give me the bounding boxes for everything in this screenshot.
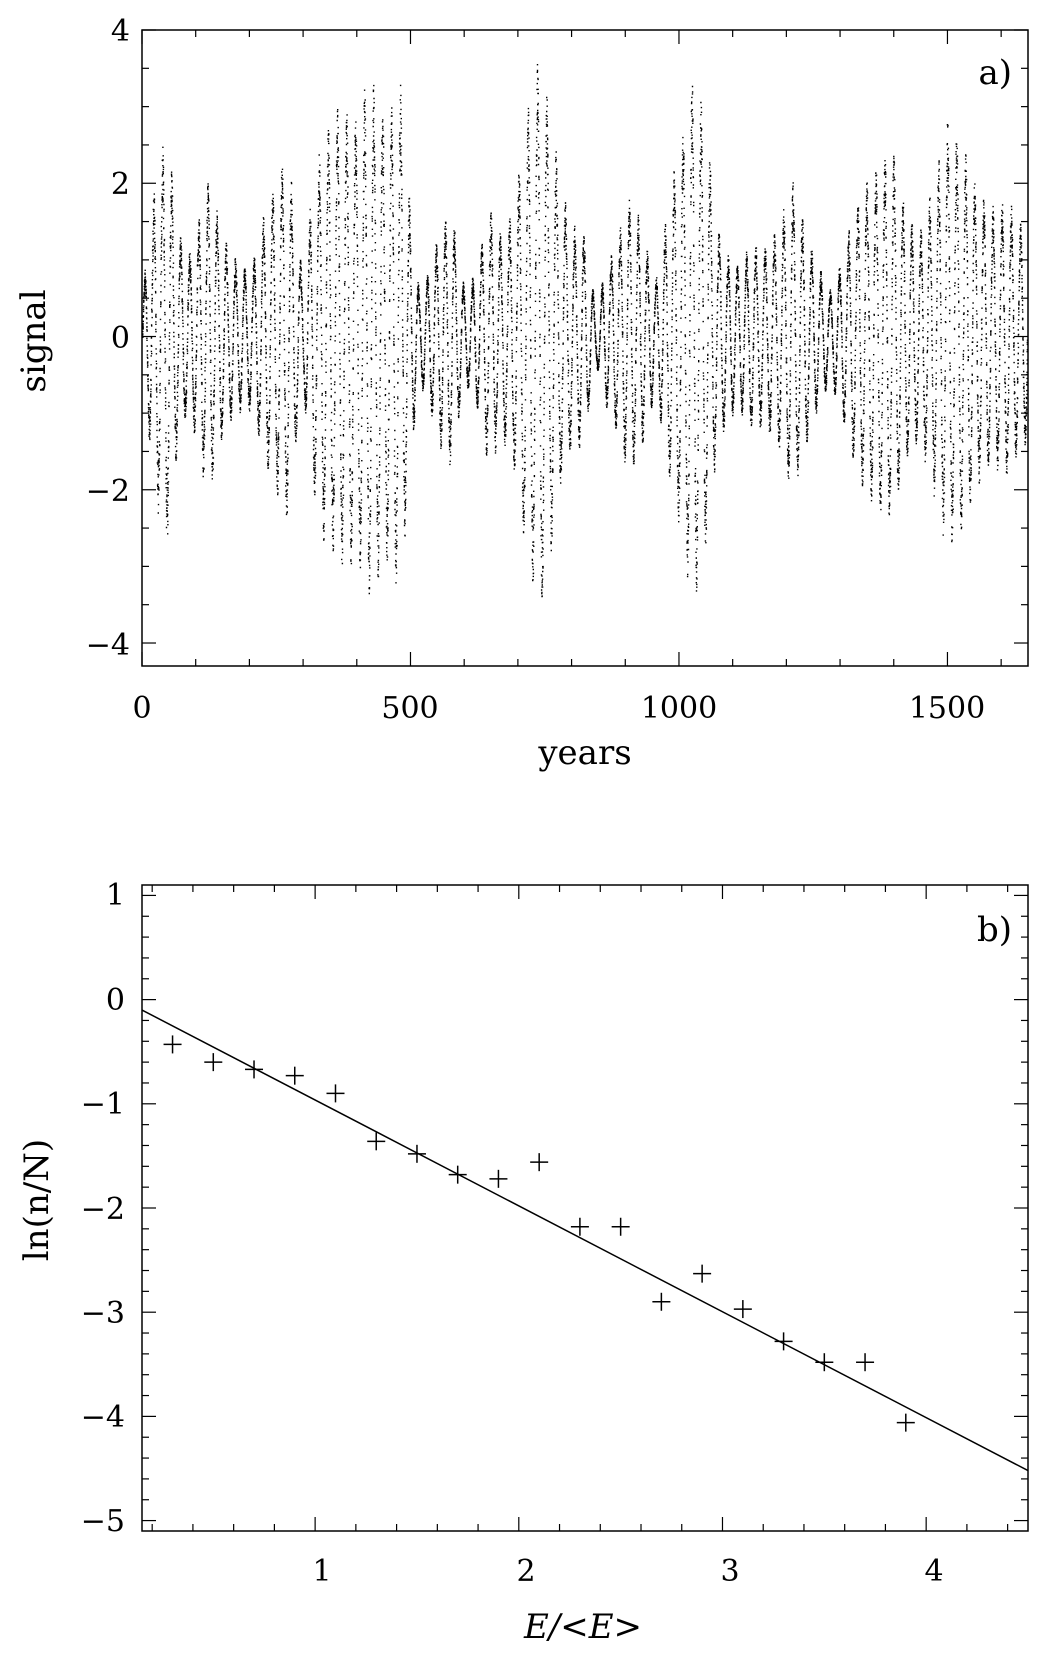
- a-y-tick-label: 0: [111, 321, 130, 356]
- b-x-tick-label: 4: [924, 1554, 943, 1589]
- a-x-tick-label: 1500: [909, 691, 985, 726]
- data-point-cross: [815, 1353, 834, 1372]
- panel-b: 1 0 −1 −2 −3 −4 −5 1 2 3 4 E/<E> ln(n/N)…: [17, 878, 1029, 1647]
- data-point-cross: [285, 1066, 304, 1085]
- b-y-tick-label: 1: [106, 878, 125, 913]
- data-point-cross: [326, 1084, 345, 1103]
- a-y-tick-label: 4: [111, 14, 130, 49]
- b-x-tick-label: 2: [516, 1554, 535, 1589]
- data-point-cross: [245, 1060, 264, 1079]
- a-scatter-points: [142, 64, 1029, 598]
- a-x-tick-label: 0: [132, 691, 151, 726]
- panel-b-frame: [141, 884, 1029, 1532]
- panel-a: 4 2 0 −2 −4 0 500 1000 1500 years signal…: [14, 14, 1029, 773]
- data-point-cross: [407, 1144, 426, 1163]
- b-panel-label: b): [977, 910, 1012, 950]
- fit-line: [141, 1009, 1029, 1472]
- panel-b-y-tick-labels: 1 0 −1 −2 −3 −4 −5: [81, 878, 125, 1539]
- b-x-tick-label: 3: [720, 1554, 739, 1589]
- b-y-tick-label: −5: [81, 1504, 125, 1539]
- panel-b-points: [163, 1035, 915, 1432]
- panel-a-x-tick-labels: 0 500 1000 1500: [132, 691, 985, 726]
- data-point-cross: [448, 1165, 467, 1184]
- panel-a-ticks: [141, 29, 1028, 666]
- data-point-cross: [896, 1413, 915, 1432]
- panel-b-ticks: [142, 885, 1028, 1531]
- b-y-axis-title: ln(n/N): [17, 1139, 57, 1261]
- a-y-axis-title: signal: [14, 289, 54, 392]
- panel-a-points: [142, 64, 1029, 598]
- data-point-cross: [774, 1332, 793, 1351]
- data-point-cross: [204, 1053, 223, 1072]
- a-y-tick-label: −2: [86, 474, 130, 509]
- data-point-cross: [693, 1264, 712, 1283]
- b-y-tick-label: −4: [81, 1400, 125, 1435]
- b-x-tick-label: 1: [312, 1554, 331, 1589]
- b-y-tick-label: −2: [81, 1192, 125, 1227]
- panel-a-y-tick-labels: 4 2 0 −2 −4: [86, 14, 130, 663]
- data-point-cross: [570, 1217, 589, 1236]
- b-y-tick-label: −1: [81, 1087, 125, 1122]
- data-point-cross: [733, 1300, 752, 1319]
- data-point-cross: [489, 1169, 508, 1188]
- a-x-axis-title: years: [537, 733, 631, 773]
- a-y-tick-label: −4: [86, 628, 130, 663]
- b-y-tick-label: −3: [81, 1296, 125, 1331]
- panel-b-x-tick-labels: 1 2 3 4: [312, 1554, 943, 1589]
- data-point-cross: [611, 1217, 630, 1236]
- panel-a-frame: [141, 29, 1029, 667]
- data-point-cross: [530, 1153, 549, 1172]
- a-x-tick-label: 500: [381, 691, 438, 726]
- a-y-tick-label: 2: [111, 167, 130, 202]
- b-x-axis-title: E/<E>: [523, 1607, 642, 1647]
- data-point-cross: [856, 1353, 875, 1372]
- data-point-cross: [163, 1035, 182, 1054]
- data-point-cross: [367, 1132, 386, 1151]
- b-y-tick-label: 0: [106, 983, 125, 1018]
- a-x-tick-label: 1000: [641, 691, 717, 726]
- data-point-cross: [652, 1292, 671, 1311]
- a-panel-label: a): [978, 53, 1012, 93]
- panel-b-fit-line: [141, 1009, 1029, 1472]
